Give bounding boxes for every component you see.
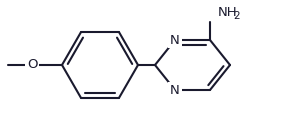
Text: N: N: [170, 33, 180, 46]
Text: NH: NH: [218, 6, 238, 18]
Text: O: O: [27, 59, 37, 72]
Text: N: N: [170, 84, 180, 96]
Text: 2: 2: [233, 11, 240, 21]
